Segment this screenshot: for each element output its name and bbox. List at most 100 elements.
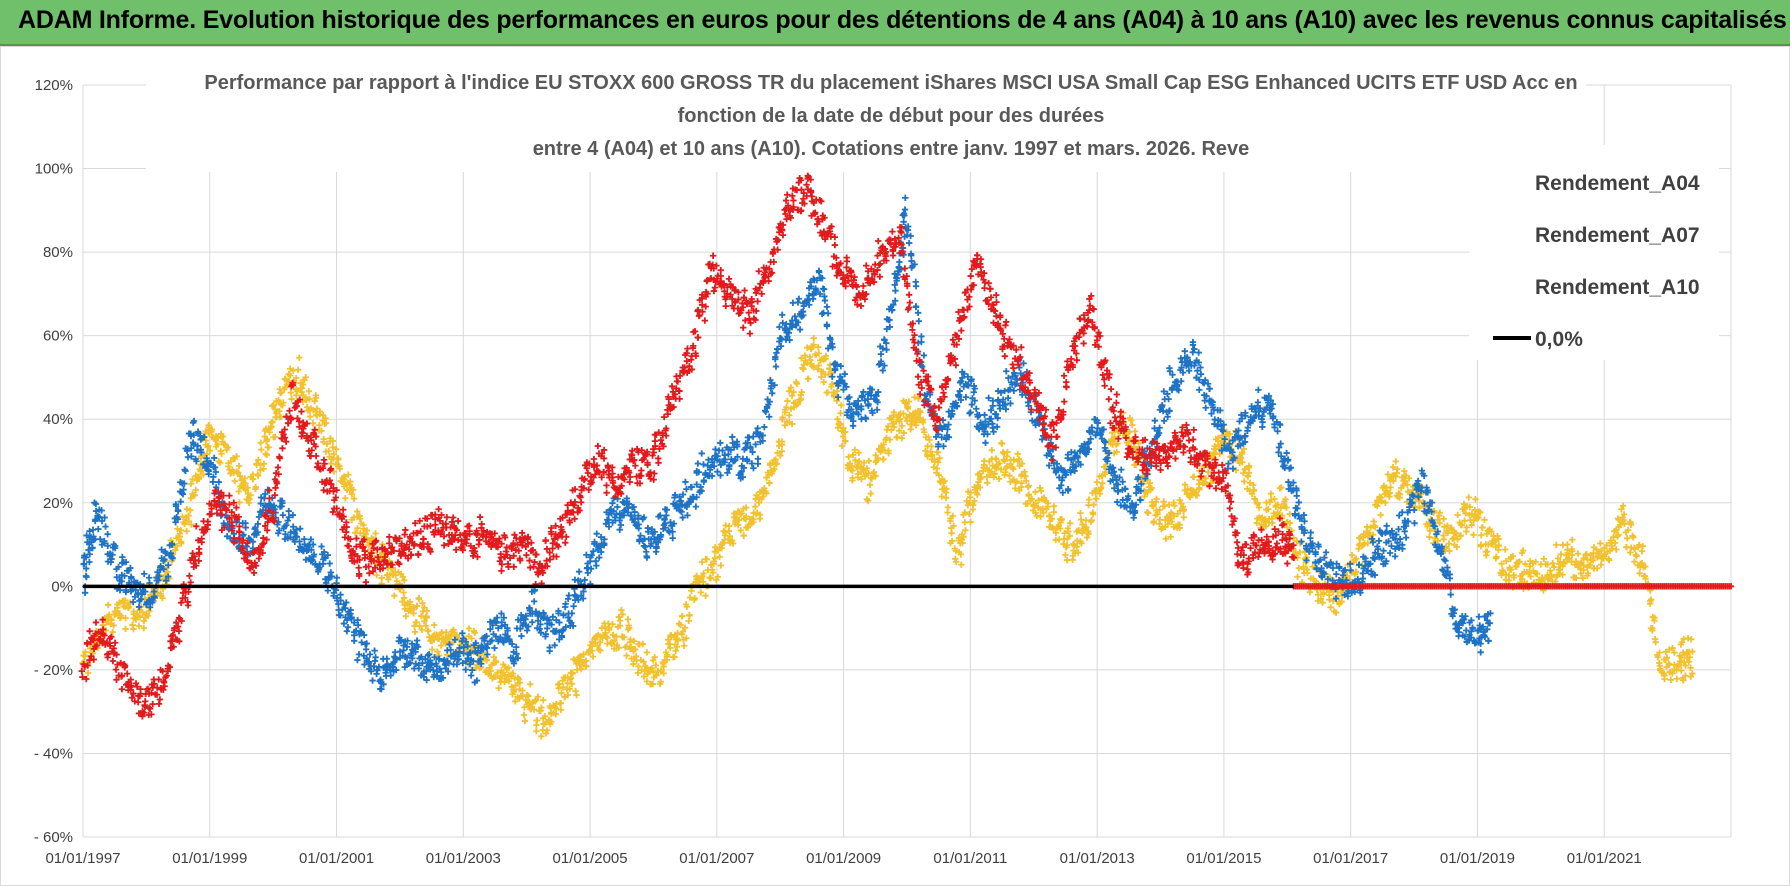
point-rendement-a04 — [1553, 541, 1560, 549]
point-rendement-a07 — [712, 446, 719, 453]
point-rendement-a04 — [214, 441, 221, 448]
point-rendement-a10 — [226, 492, 233, 499]
point-rendement-a04 — [519, 693, 526, 700]
point-rendement-a04 — [624, 616, 632, 623]
point-rendement-a04 — [773, 460, 780, 467]
point-rendement-a04 — [840, 424, 847, 432]
point-rendement-a04 — [508, 683, 515, 691]
point-rendement-a04 — [1141, 493, 1148, 500]
point-rendement-a07 — [776, 323, 783, 331]
point-rendement-a04 — [330, 450, 338, 458]
point-rendement-a04 — [266, 429, 273, 436]
point-rendement-a04 — [668, 634, 675, 641]
point-rendement-a04 — [236, 472, 244, 480]
point-rendement-a04 — [845, 453, 852, 461]
point-rendement-a04 — [785, 387, 793, 395]
point-rendement-a04 — [242, 486, 250, 494]
point-rendement-a04 — [521, 704, 528, 711]
point-rendement-a04 — [855, 458, 863, 465]
point-rendement-a04 — [660, 670, 667, 677]
point-rendement-a04 — [820, 378, 827, 386]
point-rendement-a07 — [1447, 591, 1454, 598]
point-rendement-a07 — [1485, 637, 1492, 645]
point-rendement-a07 — [1375, 537, 1383, 545]
point-rendement-a04 — [798, 388, 805, 396]
point-rendement-a04 — [790, 388, 797, 396]
point-rendement-a10 — [111, 639, 119, 646]
point-rendement-a04 — [427, 637, 434, 644]
point-rendement-a07 — [982, 439, 989, 447]
point-rendement-a07 — [761, 423, 768, 431]
point-rendement-a04 — [299, 381, 307, 388]
point-rendement-a04 — [777, 452, 784, 459]
point-rendement-a04 — [412, 619, 420, 626]
point-rendement-a07 — [337, 591, 344, 598]
point-rendement-a04 — [510, 686, 517, 694]
point-rendement-a04 — [192, 486, 200, 494]
point-rendement-a04 — [703, 556, 710, 563]
point-rendement-a07 — [354, 656, 361, 664]
point-rendement-a04 — [400, 577, 408, 584]
point-rendement-a04 — [204, 443, 211, 451]
point-rendement-a04 — [205, 422, 212, 429]
point-rendement-a04 — [698, 558, 706, 566]
point-rendement-a07 — [209, 478, 217, 486]
point-rendement-a04 — [227, 458, 235, 465]
point-rendement-a04 — [934, 459, 942, 466]
point-rendement-a04 — [702, 592, 709, 599]
point-rendement-a04 — [885, 450, 892, 457]
point-rendement-a10 — [109, 657, 117, 665]
point-rendement-a04 — [949, 512, 956, 520]
point-rendement-a04 — [235, 462, 243, 470]
point-rendement-a04 — [1093, 478, 1101, 486]
point-rendement-a07 — [467, 672, 475, 679]
point-rendement-a04 — [605, 624, 612, 632]
point-rendement-a04 — [886, 436, 894, 443]
point-rendement-a07 — [104, 530, 111, 538]
point-rendement-a04 — [255, 456, 262, 464]
point-rendement-a04 — [559, 684, 567, 691]
point-rendement-a07 — [1283, 449, 1290, 457]
point-rendement-a04 — [258, 446, 265, 453]
point-rendement-a04 — [391, 592, 398, 599]
point-rendement-a04 — [558, 689, 565, 697]
point-rendement-a07 — [989, 424, 997, 432]
point-rendement-a07 — [1293, 492, 1300, 500]
point-rendement-a04 — [293, 374, 300, 382]
point-rendement-a04 — [569, 670, 576, 677]
point-rendement-a04 — [640, 658, 647, 666]
point-rendement-a04 — [424, 627, 432, 634]
point-rendement-a10 — [134, 698, 142, 706]
point-rendement-a07 — [616, 526, 623, 533]
point-rendement-a04 — [1478, 524, 1486, 531]
point-rendement-a04 — [347, 478, 354, 485]
point-rendement-a04 — [729, 540, 737, 547]
point-rendement-a04 — [234, 469, 242, 476]
point-rendement-a07 — [530, 598, 538, 605]
point-rendement-a04 — [921, 428, 928, 436]
point-rendement-a04 — [219, 433, 227, 440]
report-banner: ADAM Informe. Evolution historique des p… — [0, 0, 1790, 46]
point-rendement-a07 — [892, 287, 899, 294]
point-rendement-a04 — [678, 612, 686, 620]
point-rendement-a04 — [1440, 536, 1447, 543]
point-rendement-a07 — [772, 363, 780, 370]
point-rendement-a04 — [905, 398, 913, 405]
point-rendement-a04 — [1144, 509, 1151, 516]
point-rendement-a04 — [483, 657, 490, 664]
point-rendement-a07 — [682, 478, 689, 486]
point-rendement-a04 — [798, 354, 805, 362]
point-rendement-a04 — [373, 572, 380, 579]
point-rendement-a04 — [833, 387, 841, 395]
point-rendement-a04 — [896, 418, 903, 425]
point-rendement-a04 — [768, 470, 776, 477]
point-rendement-a04 — [936, 455, 943, 462]
point-rendement-a04 — [1470, 531, 1477, 539]
point-rendement-a07 — [593, 530, 600, 537]
point-rendement-a04 — [961, 519, 968, 526]
point-rendement-a04 — [613, 633, 620, 640]
point-rendement-a04 — [948, 537, 956, 545]
point-rendement-a04 — [221, 441, 229, 449]
point-rendement-a04 — [619, 611, 626, 618]
point-rendement-a04 — [778, 441, 786, 448]
